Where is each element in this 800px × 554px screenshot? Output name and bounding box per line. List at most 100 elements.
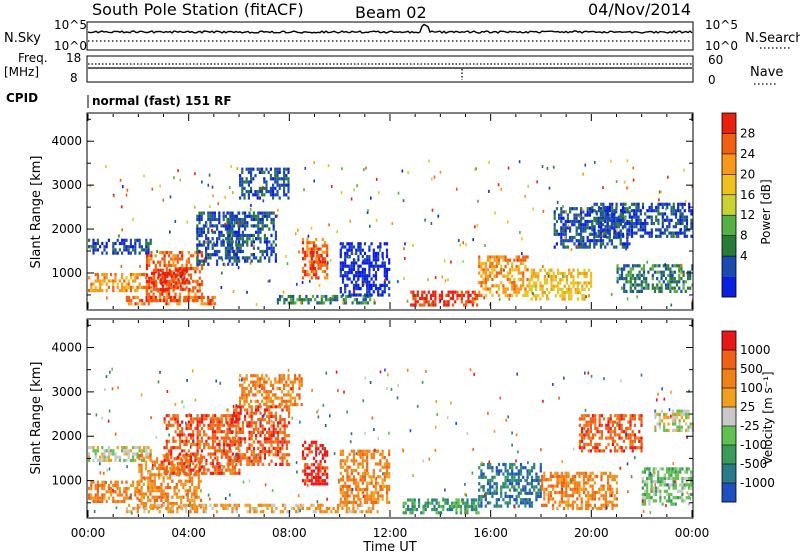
echo-cell: [151, 479, 154, 483]
echo-cell: [619, 202, 623, 206]
echo-cell: [370, 494, 373, 498]
echo-cell: [272, 249, 275, 254]
echo-cell: [145, 248, 148, 252]
echo-cell: [597, 239, 600, 243]
echo-cell: [196, 267, 199, 271]
echo-cell: [484, 475, 487, 479]
echo-speck: [252, 237, 254, 241]
echo-cell: [103, 487, 106, 491]
echo-cell: [425, 297, 428, 301]
echo-cell: [493, 284, 496, 288]
echo-cell: [454, 300, 457, 304]
echo-cell: [555, 229, 558, 233]
echo-cell: [248, 211, 251, 215]
echo-cell: [112, 285, 115, 289]
echo-cell: [255, 256, 258, 260]
echo-cell: [416, 290, 419, 294]
echo-cell: [366, 497, 369, 501]
echo-cell: [388, 449, 391, 453]
echo-cell: [92, 248, 95, 252]
echo-cell: [155, 466, 159, 470]
echo-speck: [262, 199, 265, 203]
echo-cell: [608, 228, 612, 232]
echo-cell: [200, 263, 204, 267]
echo-cell: [170, 423, 173, 427]
echo-cell: [580, 219, 583, 224]
echo-cell: [341, 452, 345, 456]
echo-cell: [214, 465, 217, 469]
echo-cell: [192, 442, 195, 447]
echo-cell: [681, 221, 684, 226]
echo-cell: [244, 214, 247, 218]
colorbar-tick-label: 20: [740, 167, 755, 181]
echo-cell: [638, 264, 641, 268]
echo-cell: [266, 440, 269, 444]
echo-cell: [185, 299, 188, 303]
echo-cell: [199, 454, 203, 458]
echo-cell: [250, 167, 253, 171]
echo-cell: [160, 492, 163, 496]
echo-cell: [192, 420, 195, 424]
echo-cell: [228, 240, 231, 244]
echo-cell: [209, 455, 212, 459]
echo-cell: [667, 280, 670, 284]
echo-cell: [185, 510, 188, 514]
echo-cell: [617, 221, 620, 226]
echo-cell: [178, 295, 181, 299]
echo-cell: [666, 205, 669, 210]
echo-cell: [442, 508, 445, 512]
echo-speck: [169, 195, 172, 199]
echo-cell: [445, 303, 448, 307]
echo-cell: [326, 472, 329, 476]
echo-cell: [658, 270, 661, 274]
echo-cell: [235, 434, 238, 438]
echo-cell: [368, 497, 371, 501]
echo-cell: [291, 396, 294, 400]
echo-cell: [250, 243, 253, 247]
echo-cell: [339, 462, 342, 466]
echo-cell: [147, 452, 150, 456]
echo-cell: [176, 465, 179, 469]
echo-cell: [674, 215, 678, 219]
echo-cell: [235, 221, 238, 225]
echo-cell: [233, 442, 237, 447]
echo-cell: [178, 436, 182, 440]
echo-cell: [88, 446, 91, 450]
echo-cell: [279, 414, 282, 418]
echo-cell: [650, 221, 653, 226]
echo-cell: [272, 383, 275, 387]
echo-cell: [140, 273, 143, 277]
echo-cell: [145, 452, 148, 456]
echo-cell: [348, 290, 351, 294]
echo-cell: [543, 278, 546, 282]
echo-cell: [319, 266, 322, 270]
echo-cell: [583, 268, 586, 272]
echo-cell: [295, 510, 298, 514]
echo-cell: [239, 196, 242, 200]
echo-cell: [319, 260, 322, 264]
echo-cell: [250, 443, 253, 447]
echo-cell: [253, 506, 256, 511]
echo-cell: [576, 284, 579, 288]
echo-cell: [274, 414, 277, 418]
echo-cell: [225, 436, 228, 440]
echo-cell: [557, 271, 560, 275]
echo-cell: [388, 462, 391, 466]
echo-cell: [588, 232, 591, 236]
echo-cell: [196, 433, 199, 437]
echo-cell: [656, 283, 659, 287]
echo-cell: [123, 496, 126, 500]
echo-cell: [317, 260, 320, 264]
echo-cell: [602, 216, 605, 220]
echo-cell: [188, 489, 192, 493]
echo-cell: [530, 271, 533, 275]
echo-cell: [348, 248, 351, 252]
echo-cell: [304, 472, 307, 476]
echo-cell: [513, 478, 516, 483]
echo-cell: [683, 225, 686, 229]
echo-cell: [193, 299, 197, 303]
echo-cell: [272, 440, 275, 444]
echo-cell: [183, 276, 186, 280]
echo-cell: [134, 506, 137, 511]
echo-cell: [192, 267, 195, 271]
